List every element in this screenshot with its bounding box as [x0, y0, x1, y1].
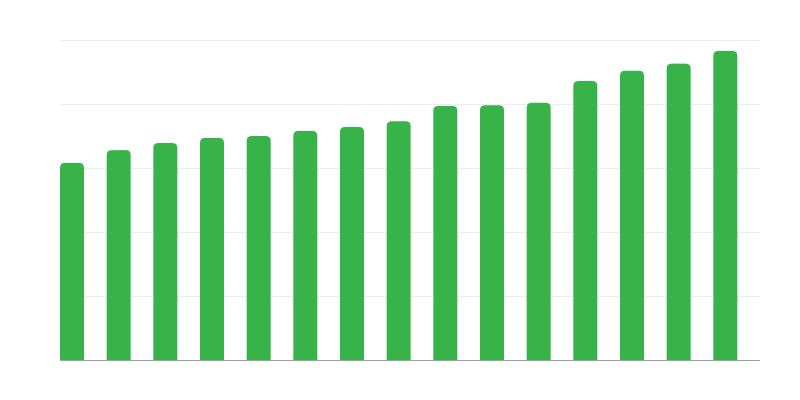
bar [200, 137, 224, 360]
bar [153, 143, 178, 360]
bar [526, 102, 551, 360]
bar [573, 80, 598, 361]
bar [713, 50, 738, 360]
bar [666, 63, 691, 361]
bar [293, 130, 318, 360]
bar [480, 105, 504, 360]
bar [60, 162, 84, 360]
bar [246, 136, 271, 360]
bar [106, 150, 131, 360]
bar [433, 105, 458, 360]
bar [340, 127, 364, 360]
bar [620, 70, 644, 360]
bar [386, 121, 411, 360]
